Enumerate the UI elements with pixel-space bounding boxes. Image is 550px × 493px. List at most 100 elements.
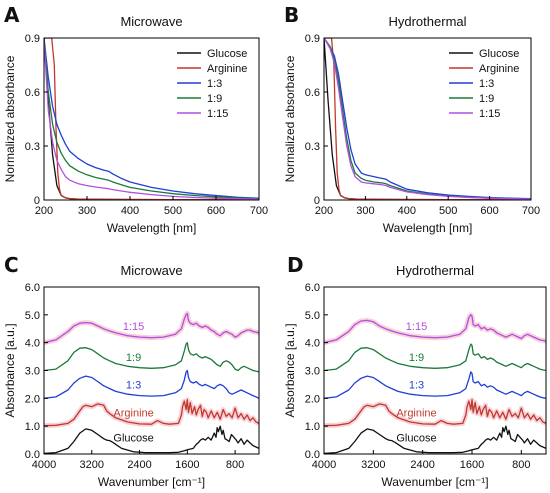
x-tick-label: 4000 [312,459,336,471]
x-axis-label: Wavelength [nm] [107,221,197,235]
series-label: 1:9 [409,352,424,364]
plot-frame [43,37,260,201]
x-tick-label: 300 [356,205,374,217]
x-tick-label: 700 [250,205,268,217]
y-tick-label: 0 [34,195,40,207]
x-tick-label: 3200 [80,459,104,471]
y-tick-label: 3.0 [25,366,40,378]
chart-title: Hydrothermal [396,263,474,278]
series-line-13 [44,369,259,399]
y-tick-label: 0.9 [305,33,320,45]
series-line-115 [44,41,259,200]
legend-label: 1:9 [479,93,494,105]
x-tick-label: 700 [522,205,540,217]
y-tick-label: 4.0 [25,338,40,350]
y-tick-label: 0.3 [305,141,320,153]
series-line-19 [44,38,259,200]
legend-label: Glucose [479,48,519,60]
chart-title: Hydrothermal [388,14,466,29]
y-tick-label: 4.0 [305,338,320,350]
series-line-19 [324,343,546,372]
chart-panel-c: C Microwave 0.0 1.0 2.0 3.0 4.0 5.0 6.0 4000 3200 2… [3,253,260,489]
y-tick-label: 0 [314,195,320,207]
legend: Glucose Arginine 1:3 1:9 1:15 [449,48,519,120]
panel-letter: C [4,253,19,277]
plot-frame [323,37,532,201]
x-tick-label: 800 [226,459,244,471]
chart-panel-a: A Microwave 0 0.3 0.6 0.9 200 300 400 500 600 700 Wa… [3,3,268,235]
y-axis-label: Normalized absorbance [3,55,17,182]
legend-label: 1:15 [207,108,228,120]
x-tick-label: 1600 [175,459,199,471]
series-label: 1:15 [123,321,144,333]
series-group [44,310,259,454]
legend-label: 1:9 [207,93,222,105]
legend-label: Arginine [479,63,519,75]
x-tick-label: 300 [78,205,96,217]
chart-title: Microwave [120,263,182,278]
y-tick-label: 0.6 [305,87,320,99]
series-line-13 [44,38,259,199]
legend-label: 1:15 [479,108,500,120]
x-tick-label: 800 [512,459,530,471]
series-line-19 [44,342,259,373]
x-axis-label: Wavenumber [cm⁻¹] [98,475,205,489]
series-line-115 [44,312,259,344]
y-tick-label: 2.0 [25,393,40,405]
chart-panel-d: D Hydrothermal 0.0 1.0 2.0 3.0 4.0 5.0 6.0 4000 32… [283,253,547,489]
x-tick-label: 200 [315,205,333,217]
legend-label: Arginine [207,63,247,75]
y-tick-label: 3.0 [305,366,320,378]
y-tick-label: 0.0 [25,449,40,461]
y-tick-label: 5.0 [305,310,320,322]
legend: Glucose Arginine 1:3 1:9 1:15 [177,48,247,120]
y-axis-label: Absorbance [a.u.] [3,323,17,417]
series-label: Glucose [396,432,436,444]
series-label: 1:3 [126,380,141,392]
y-tick-label: 1.0 [305,421,320,433]
x-tick-label: 2400 [127,459,151,471]
y-tick-label: 1.0 [25,421,40,433]
series-line-arginine [324,399,546,427]
series-label: 1:9 [126,352,141,364]
series-label: Glucose [113,432,153,444]
y-tick-label: 0.0 [305,449,320,461]
series-line-115 [324,314,546,344]
series-label: Arginine [113,407,153,419]
y-axis-label: Normalized absorbance [283,55,297,182]
x-tick-label: 600 [480,205,498,217]
panel-letter: B [284,3,299,27]
series-line-13 [324,371,546,399]
x-tick-label: 400 [121,205,139,217]
x-tick-label: 500 [164,205,182,217]
x-tick-label: 2400 [410,459,434,471]
series-line-arginine [44,399,259,427]
panel-letter: A [4,3,20,27]
y-tick-label: 6.0 [305,282,320,294]
y-tick-label: 0.9 [25,33,40,45]
series-label: Arginine [396,407,436,419]
y-tick-label: 0.3 [25,141,40,153]
panel-letter: D [287,253,304,277]
y-tick-label: 6.0 [25,282,40,294]
chart-title: Microwave [120,14,182,29]
series-line-glucose [44,425,259,454]
x-tick-label: 400 [398,205,416,217]
x-tick-label: 3200 [361,459,385,471]
series-line-glucose [324,425,546,454]
series-line-115 [324,38,531,200]
x-axis-label: Wavenumber [cm⁻¹] [381,475,488,489]
legend-label: 1:3 [207,78,222,90]
x-tick-label: 500 [439,205,457,217]
x-axis-label: Wavelength [nm] [383,221,473,235]
y-tick-label: 5.0 [25,310,40,322]
legend-label: 1:3 [479,78,494,90]
x-tick-label: 200 [35,205,53,217]
chart-panel-b: B Hydrothermal 0 0.3 0.6 0.9 200 300 400 500 600 70… [283,3,540,235]
y-tick-label: 0.6 [25,87,40,99]
x-tick-label: 600 [207,205,225,217]
x-tick-label: 1600 [460,459,484,471]
series-label: 1:15 [406,321,427,333]
